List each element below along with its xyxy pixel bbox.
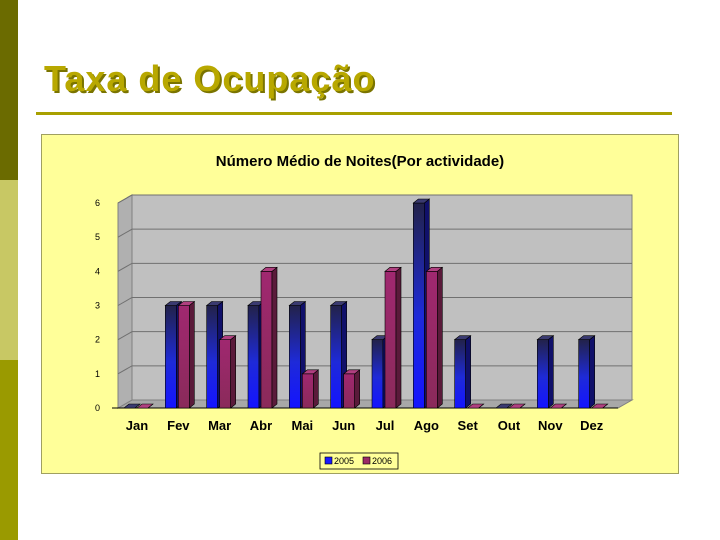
bar-2006-Ago <box>426 271 438 409</box>
chart-container: Número Médio de Noites(Por actividade) 0… <box>41 134 679 474</box>
y-tick-label: 5 <box>95 232 100 242</box>
bar-2006-Fev <box>178 305 190 409</box>
x-tick-label: Set <box>458 418 479 433</box>
bar-top <box>123 403 141 409</box>
bar-top <box>466 403 485 409</box>
bar-side <box>189 300 195 409</box>
bar-top <box>549 403 568 409</box>
y-tick-label: 1 <box>95 369 100 379</box>
bar-2005-Jun <box>330 305 342 409</box>
x-tick-label: Abr <box>250 418 272 433</box>
x-tick-label: Nov <box>538 418 563 433</box>
bar-top <box>301 369 320 375</box>
x-tick-label: Jul <box>376 418 395 433</box>
bar-top <box>384 267 402 272</box>
legend-swatch <box>362 456 371 465</box>
title-underline <box>36 112 672 115</box>
gridline <box>117 228 632 238</box>
y-tick-label: 0 <box>95 403 100 413</box>
bar-top <box>508 403 526 409</box>
x-tick-label: Jan <box>126 418 148 433</box>
bar-top <box>425 267 444 272</box>
x-tick-label: Mai <box>291 418 313 433</box>
bar-side <box>395 266 402 409</box>
bar-side <box>465 335 471 409</box>
bar-top <box>177 301 196 306</box>
bar-side <box>437 266 443 409</box>
bar-top <box>329 301 348 306</box>
bar-2005-Abr <box>247 305 260 409</box>
bar-top <box>412 198 431 204</box>
bar-top <box>288 301 307 306</box>
x-tick-label: Out <box>498 418 521 433</box>
bar-2005-Ago <box>413 202 425 409</box>
x-tick-label: Jun <box>332 418 355 433</box>
side-band-top <box>0 0 18 180</box>
bar-side <box>313 369 319 409</box>
y-tick-label: 6 <box>95 198 100 208</box>
bar-top <box>536 335 555 340</box>
bar-top <box>577 335 596 340</box>
x-tick-label: Dez <box>580 418 604 433</box>
bar-side <box>548 335 554 409</box>
bar-top <box>590 403 609 409</box>
legend-box <box>319 452 399 470</box>
bar-2006-Abr <box>260 271 273 409</box>
bar-2005-Fev <box>165 305 177 409</box>
x-tick-label: Ago <box>414 418 439 433</box>
y-tick-label: 3 <box>95 301 100 311</box>
bar-top <box>260 267 278 272</box>
bar-side <box>271 266 278 409</box>
plot-area <box>112 194 634 409</box>
bar-2005-Jul <box>371 339 384 409</box>
bar-2005-Mar <box>206 305 218 409</box>
bar-2005-Dez <box>578 339 590 409</box>
gridline <box>117 262 632 272</box>
legend-label: 2006 <box>372 456 392 466</box>
gridline <box>117 331 632 341</box>
bar-side <box>589 335 595 409</box>
x-tick-label: Mar <box>208 418 231 433</box>
legend-swatch <box>324 456 333 465</box>
gridline <box>117 194 632 204</box>
bar-2006-Mai <box>302 373 314 409</box>
bar-2006-Mar <box>219 339 231 409</box>
side-band-middle <box>0 180 18 360</box>
bar-top <box>495 403 513 409</box>
bar-side <box>354 369 360 409</box>
y-tick-label: 2 <box>95 335 100 345</box>
bar-2006-Jun <box>343 373 355 409</box>
slide-title: Taxa de Ocupação <box>44 58 376 99</box>
bar-top <box>205 301 224 306</box>
bar-2005-Nov <box>537 339 549 409</box>
bar-side <box>230 335 236 409</box>
legend-label: 2005 <box>334 456 354 466</box>
axis-labels: 0 1 2 3 4 5 6 Jan Fev Mar Abr Mai Jun Jul Ago Set Out Nov… <box>95 198 604 433</box>
side-band-bottom <box>0 360 18 540</box>
bar-top <box>342 369 361 375</box>
bars-group <box>123 198 609 409</box>
x-tick-label: Fev <box>167 418 190 433</box>
bar-2006-Jul <box>384 271 397 409</box>
y-tick-label: 4 <box>95 266 100 276</box>
bar-top <box>164 301 183 306</box>
bar-top <box>453 335 472 340</box>
bar-2005-Mai <box>289 305 301 409</box>
chart-title: Número Médio de Noites(Por actividade) <box>216 153 504 170</box>
bar-top <box>136 403 154 409</box>
bar-chart: Número Médio de Noites(Por actividade) 0… <box>95 153 634 470</box>
bar-2005-Set <box>454 339 466 409</box>
bar-top <box>218 335 237 340</box>
legend: 2005 2006 <box>319 452 399 470</box>
gridline <box>117 297 632 306</box>
